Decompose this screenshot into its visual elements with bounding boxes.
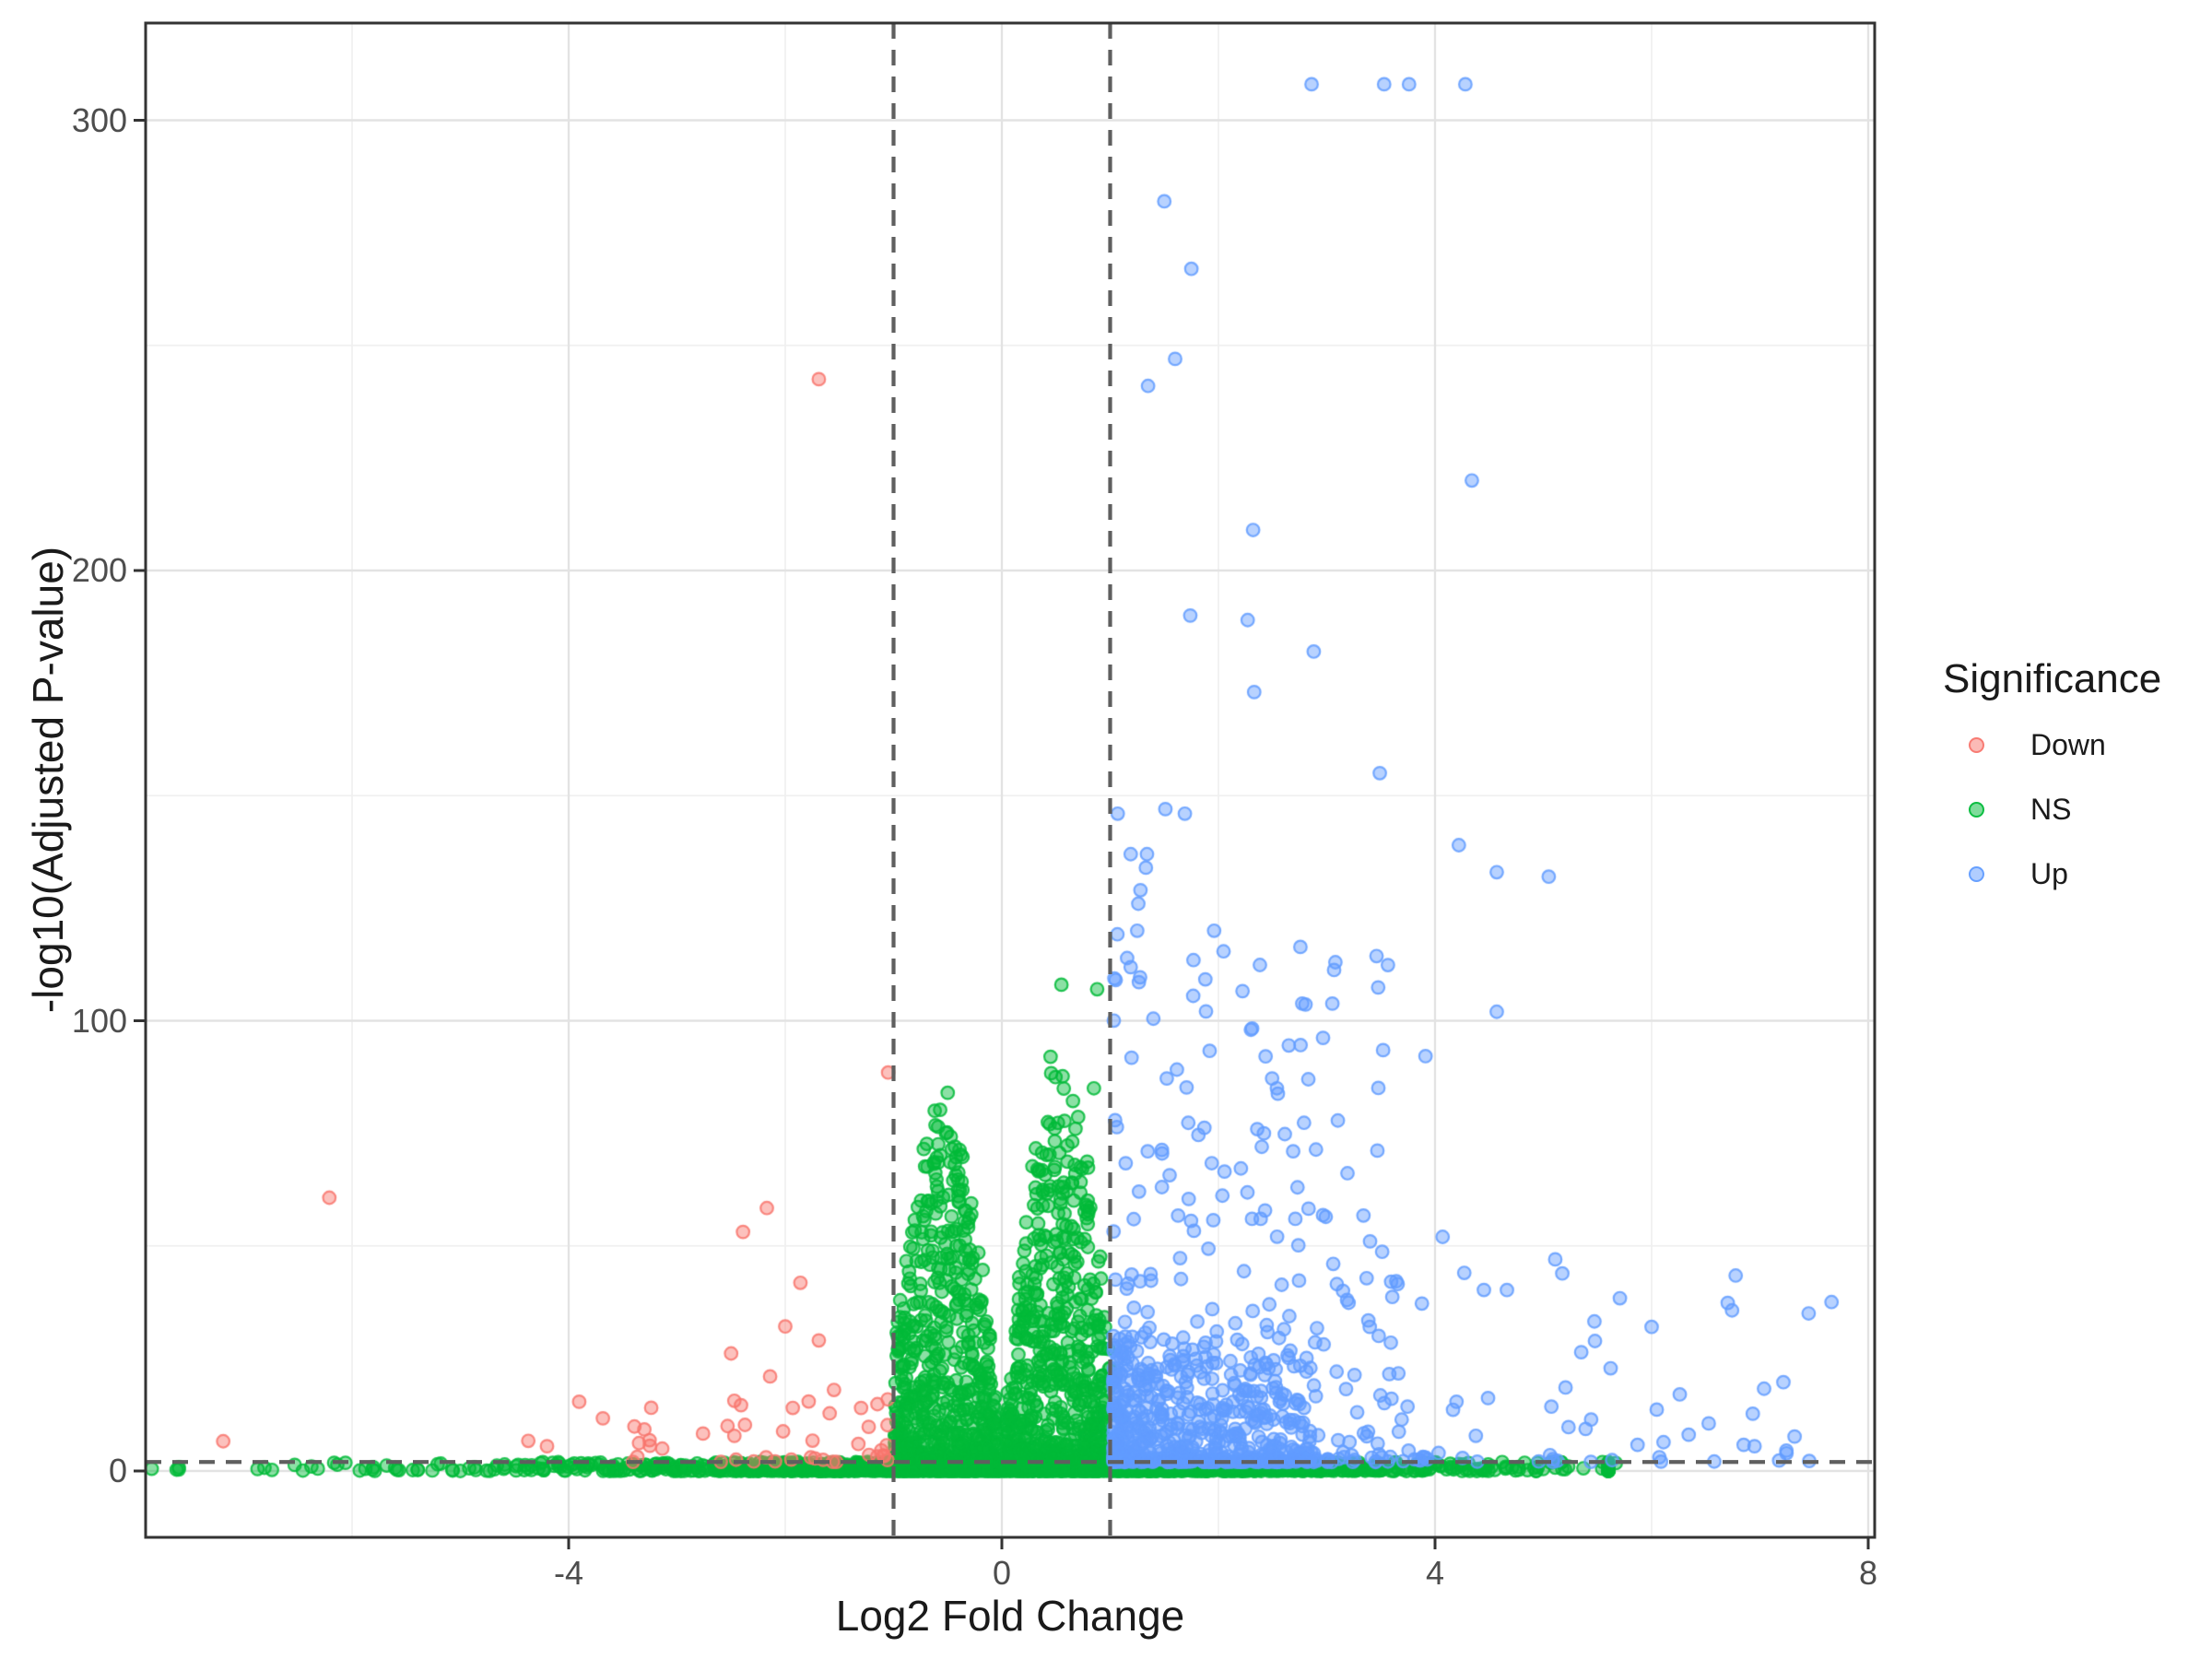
legend-key-ns-dot-icon: [1969, 801, 1984, 818]
legend-label-down: Down: [2030, 727, 2106, 761]
legend-item-down: Down: [1943, 726, 2212, 763]
x-axis-title: Log2 Fold Change: [835, 1592, 1185, 1640]
x-tick-label: 0: [992, 1554, 1012, 1592]
legend-item-up: Up: [1943, 855, 2212, 892]
legend-label-up: Up: [2030, 856, 2068, 890]
panel-border: [144, 21, 1877, 1539]
legend-label-ns: NS: [2030, 792, 2072, 826]
x-tick-label: 4: [1425, 1554, 1445, 1592]
legend: Significance Down NS Up: [1943, 645, 2212, 922]
x-tick-label: 8: [1858, 1554, 1878, 1592]
y-axis-title: -log10(Adjusted P-value): [24, 546, 72, 1014]
x-tick-label: -4: [553, 1554, 584, 1592]
y-tick-label: 0: [108, 1452, 127, 1489]
legend-title: Significance: [1943, 656, 2162, 701]
y-tick-label: 300: [71, 100, 127, 139]
y-tick-label: 200: [71, 551, 127, 589]
legend-key-up-dot-icon: [1969, 865, 1984, 882]
legend-item-ns: NS: [1943, 791, 2212, 828]
legend-key-down-dot-icon: [1969, 736, 1984, 753]
y-tick-label: 100: [71, 1001, 127, 1040]
